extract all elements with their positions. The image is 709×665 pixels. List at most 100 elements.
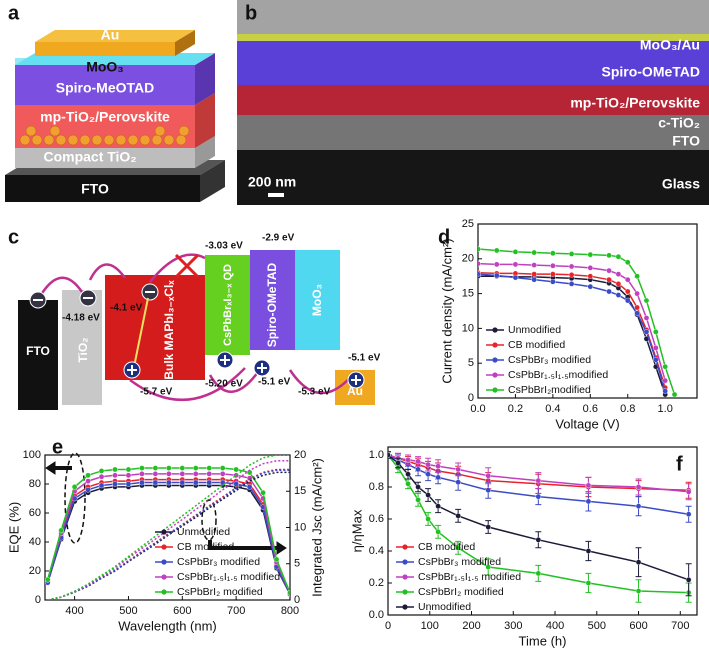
series-line [47,455,290,600]
data-point [58,527,64,534]
y-tick-label: 15 [462,288,474,300]
panel-label: f [676,453,683,475]
data-point [206,479,213,486]
data-point [568,251,575,257]
legend-marker [402,574,408,580]
data-point [635,588,642,594]
data-point [112,472,118,479]
y-tick-label: 25 [462,218,474,230]
data-point [624,297,631,304]
data-point [587,251,594,258]
layer-label: mp-TiO₂/Perovskite [40,109,170,125]
data-point [615,253,622,260]
data-point [478,271,481,277]
x-axis-label: Voltage (V) [555,416,619,431]
data-point [624,288,631,295]
data-point [415,484,421,490]
data-point [152,479,159,486]
data-point [455,545,461,551]
sem-top [237,0,709,36]
x-tick-label: 400 [65,605,83,617]
data-point [535,477,542,484]
data-point [85,486,91,493]
legend-marker [402,589,408,595]
data-point [425,471,431,478]
data-point [624,276,631,283]
y-tick-label: 0.6 [369,513,384,525]
material-label: Bulk MAPbI₃₋ₓClₓ [162,280,176,380]
data-point [152,471,159,477]
x-tick-label: 500 [588,620,606,632]
y-tick-label: 20 [462,253,474,265]
y-tick-label: 0.0 [369,609,384,621]
sem-glass [237,150,709,205]
legend-label: CsPbBrI₂ modified [177,586,263,598]
layer-label: Glass [662,176,700,192]
panel-b: b MoO₃/Au Spiro-OMeTAD mp-TiO₂/Perovskit… [237,0,709,205]
legend-label: CsPbBr₁.₅I₁.₅modified [508,369,608,381]
scale-bar [268,193,284,197]
data-point [166,465,172,471]
data-point [206,465,213,471]
data-point [166,471,172,477]
plot-area [478,246,678,398]
data-point [653,356,659,363]
x-tick-label: 400 [546,620,564,632]
data-point [71,484,78,490]
series-line [388,454,689,594]
data-point [179,471,186,477]
data-point [395,460,401,466]
data-point [615,281,622,287]
perovskite-side [195,93,215,148]
data-point [125,472,132,479]
fto-box [18,300,58,410]
ctio2-layer [15,148,195,168]
energy-label: -5.1 eV [258,377,291,388]
ctio2-side [195,136,215,168]
material-label: CsPbBrₓI₃₋ₓ QD [222,264,234,346]
legend-label: CsPbBr₁.₅I₁.₅ modified [177,571,280,583]
material-label: TiO₂ [76,337,90,362]
data-point [493,247,500,254]
layer-label: mp-TiO₂/Perovskite [570,95,700,111]
data-point [531,271,537,277]
data-point [478,260,481,267]
data-point [85,472,91,479]
blocked-mark [174,253,200,279]
data-point [587,265,594,271]
data-point [405,471,411,478]
data-point [550,262,556,269]
plot-area [388,451,692,603]
qd-box [205,255,250,355]
x-tick-label: 0.6 [583,403,598,415]
y-tick-label: 1.0 [369,449,384,461]
data-point [635,503,642,510]
data-point [485,487,492,494]
data-point [233,466,239,473]
data-point [685,488,692,495]
data-point [139,479,145,486]
plot-frame [477,223,698,399]
data-point [587,273,594,280]
data-point [192,479,199,486]
legend-marker [492,372,498,378]
legend-label: CB modified [177,541,234,553]
x-tick-label: 1.0 [658,403,673,415]
data-point [624,259,631,266]
x-tick-label: 600 [173,605,191,617]
sem-fto [237,115,709,150]
spiro-box [250,250,295,350]
energy-label: -2.9 eV [262,233,295,244]
data-point [485,564,492,570]
x-tick-label: 0.2 [508,403,523,415]
material-label: Au [347,384,363,398]
y-tick-label: 60 [29,507,41,519]
data-point [405,456,411,463]
data-point [415,458,421,465]
data-point [635,484,642,490]
data-point [671,391,678,398]
data-point [643,297,650,304]
x-axis-label: Time (h) [519,633,567,648]
